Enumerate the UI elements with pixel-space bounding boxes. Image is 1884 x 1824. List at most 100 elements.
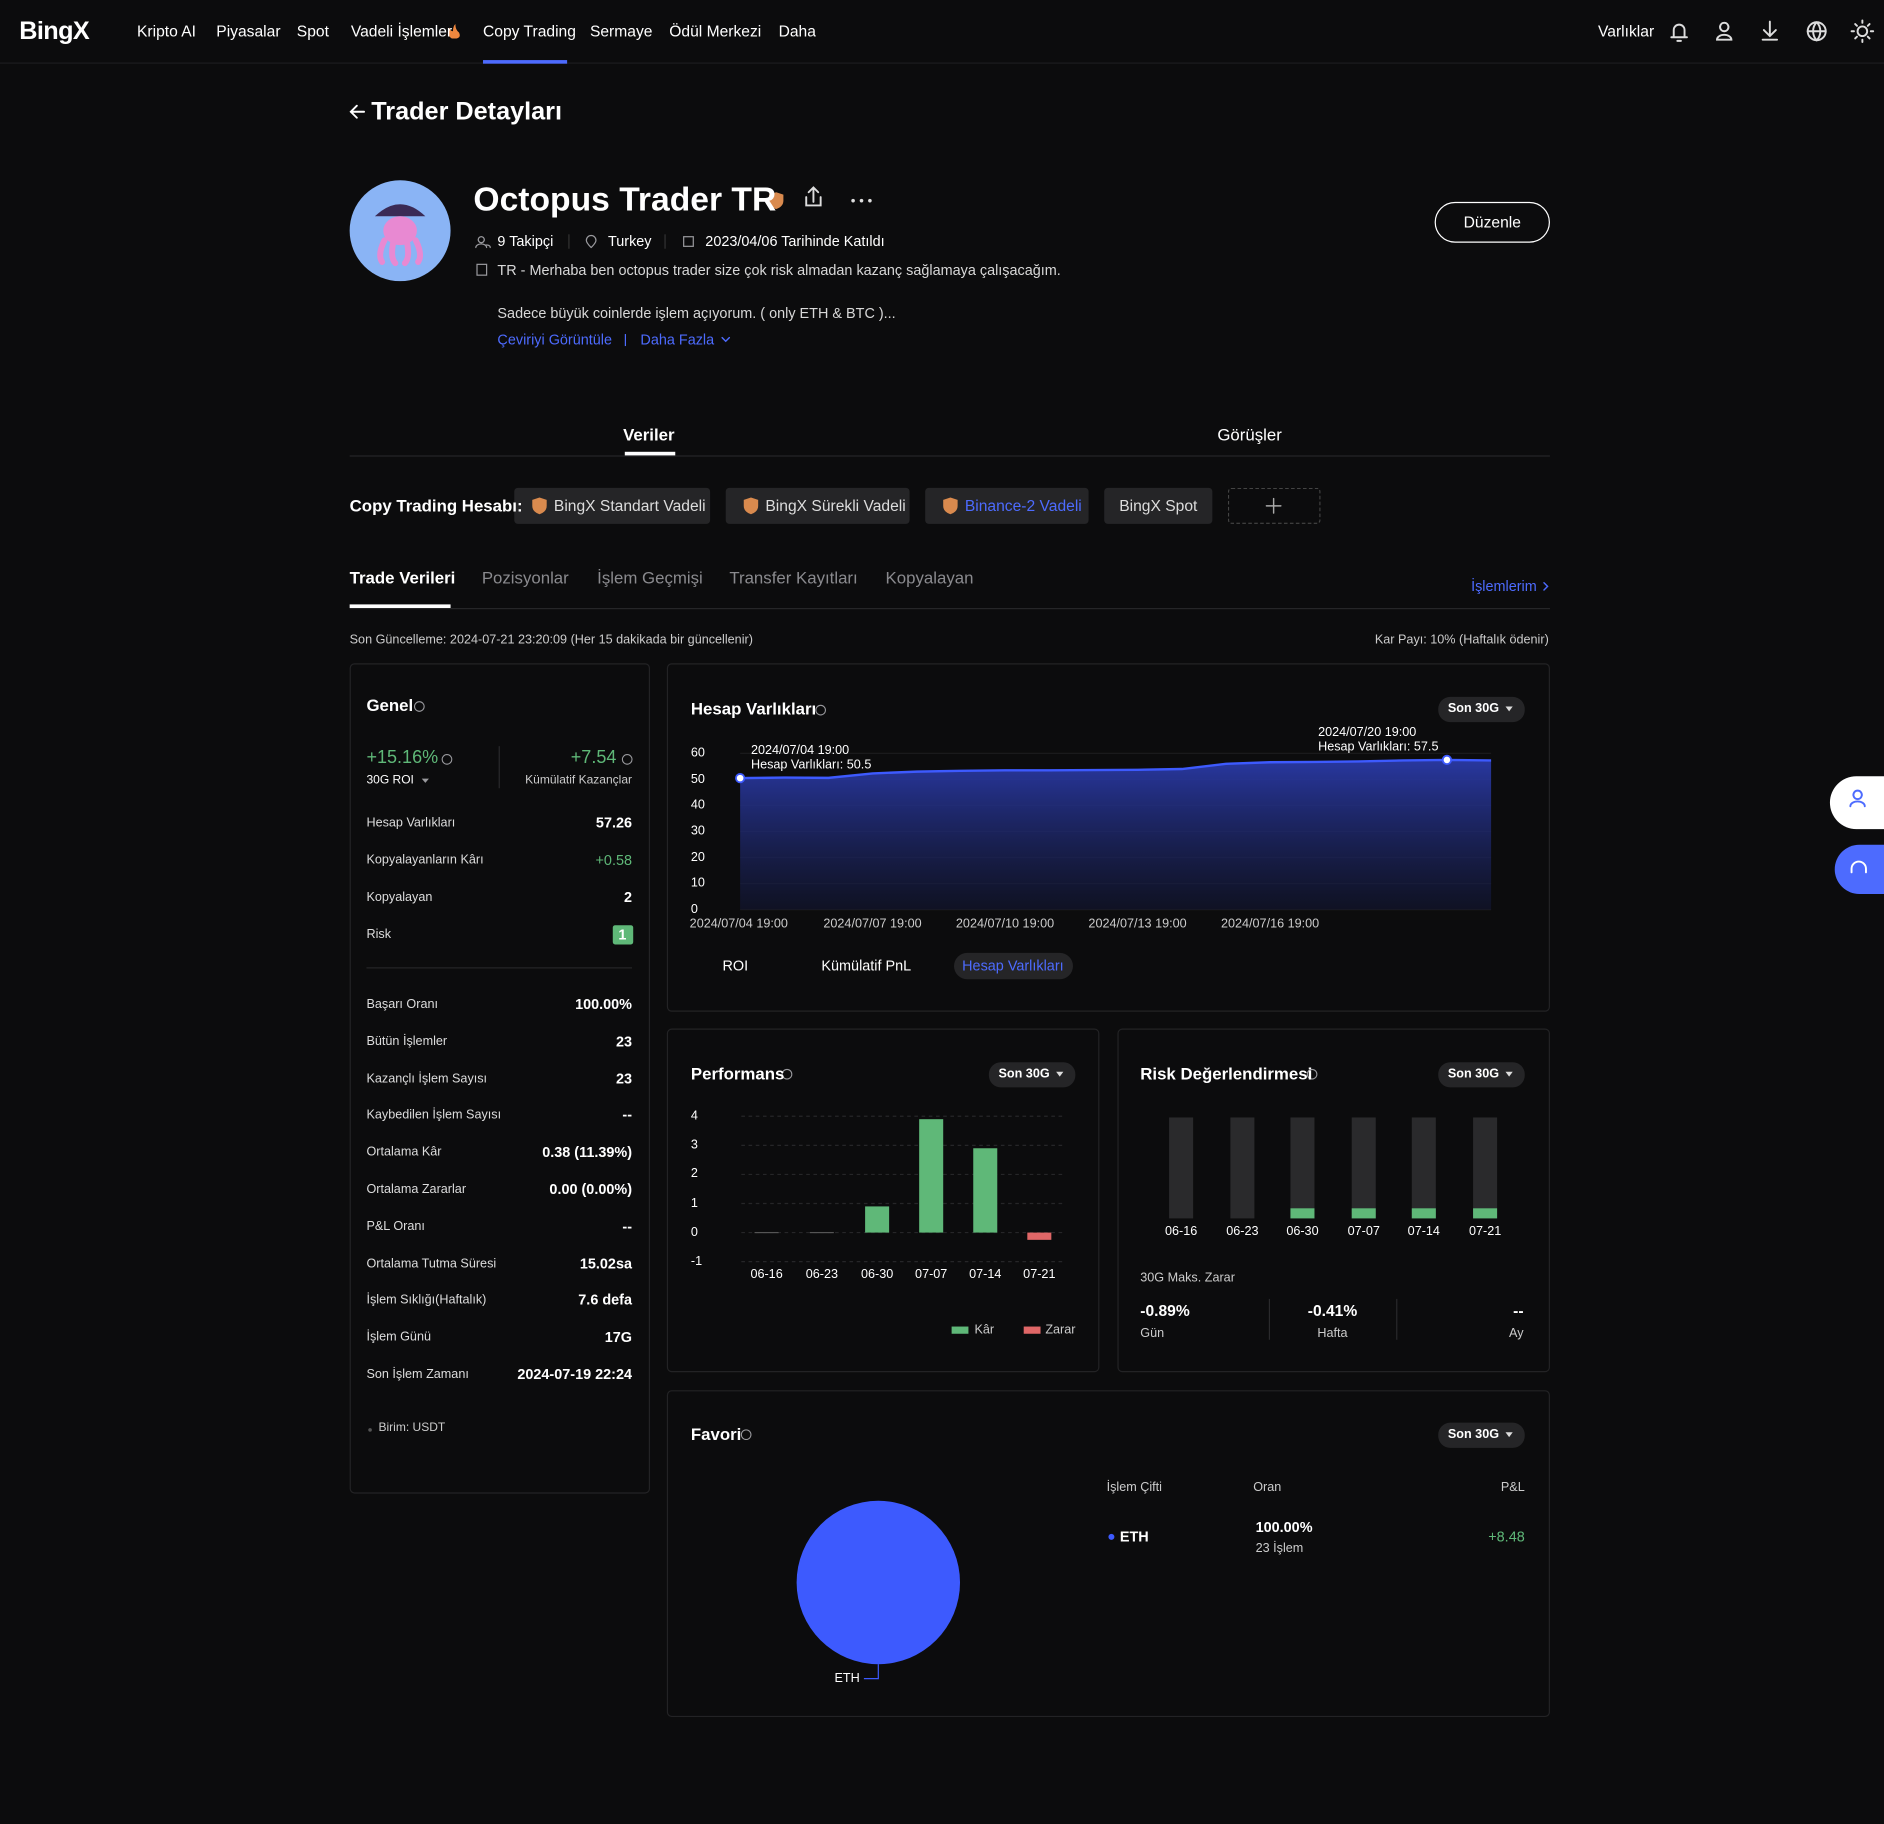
nav-item[interactable]: Copy Trading <box>483 21 576 40</box>
edit-label[interactable]: Düzenle <box>1463 212 1521 231</box>
stat-label: İşlem Günü <box>366 1330 431 1345</box>
y-tick-label: 0 <box>690 1225 698 1240</box>
period-label[interactable]: Son 30G <box>998 1066 1050 1082</box>
bar-track <box>1473 1117 1498 1219</box>
sub-tab[interactable]: Pozisyonlar <box>481 567 569 588</box>
sub-tab[interactable]: Transfer Kayıtları <box>729 567 858 588</box>
globe-lines <box>1806 21 1827 42</box>
bar <box>973 1148 998 1233</box>
stat-value: 7.6 defa <box>578 1291 633 1309</box>
main-tab[interactable]: Veriler <box>623 424 675 445</box>
followers-icon <box>475 236 491 249</box>
table-header: P&L <box>1500 1479 1525 1495</box>
panel <box>666 1390 1550 1718</box>
leader-line <box>863 1664 879 1680</box>
stat-value: 23 <box>615 1069 633 1087</box>
x-tick-label: 07-07 <box>915 1267 948 1282</box>
account-name[interactable]: Binance-2 Vadeli <box>964 496 1082 515</box>
bar <box>1473 1208 1498 1219</box>
toggle-active[interactable] <box>954 952 1073 980</box>
pair-pnl: +8.48 <box>1488 1528 1525 1545</box>
chart-toggle[interactable]: ROI <box>722 957 749 975</box>
x-tick-label: 2024/07/04 19:00 <box>689 916 788 931</box>
info-icon <box>413 701 425 712</box>
legend-label: Kâr <box>974 1322 995 1338</box>
divider <box>568 234 570 249</box>
bar <box>865 1206 890 1233</box>
stat-value: -- <box>622 1106 633 1124</box>
bar <box>1351 1208 1376 1219</box>
stat-value: -- <box>622 1217 633 1235</box>
max-loss-period: Hafta <box>1317 1326 1348 1341</box>
account-chip[interactable] <box>1104 487 1213 524</box>
area-fill <box>740 759 1492 910</box>
x-tick-label: 06-23 <box>1226 1224 1259 1239</box>
more-link[interactable]: Daha Fazla <box>640 331 715 349</box>
nav-active-indicator <box>483 60 568 64</box>
main-tab[interactable]: Görüşler <box>1217 424 1282 445</box>
account-name[interactable]: BingX Standart Vadeli <box>553 496 706 515</box>
translate-link[interactable]: Çeviriyi Görüntüle <box>497 331 613 349</box>
nav-assets[interactable]: Varlıklar <box>1598 21 1655 40</box>
account-chip[interactable] <box>514 487 711 524</box>
nav-item[interactable]: Piyasalar <box>216 21 281 40</box>
more-dot <box>868 198 872 203</box>
add-account[interactable] <box>1227 487 1321 524</box>
dropdown-caret <box>1505 1071 1513 1077</box>
theme-rays <box>1850 19 1875 44</box>
stat-label: Ortalama Kâr <box>366 1144 442 1160</box>
annotation-marker <box>735 773 746 784</box>
bar-track <box>1411 1117 1436 1219</box>
nav-item[interactable]: Ödül Merkezi <box>669 21 762 40</box>
stat-value: 23 <box>615 1032 633 1050</box>
nav-item[interactable]: Spot <box>296 21 329 40</box>
max-loss-label: 30G Maks. Zarar <box>1140 1270 1235 1286</box>
y-tick-label: 10 <box>690 875 705 891</box>
float-button[interactable] <box>1829 776 1884 830</box>
bar <box>1411 1208 1436 1219</box>
my-trades-link[interactable]: İşlemlerim <box>1471 577 1537 595</box>
y-tick-label: -1 <box>690 1254 703 1269</box>
bell-icon <box>1670 23 1688 42</box>
chart-title: Risk Değerlendirmesi <box>1140 1064 1313 1084</box>
info-icon <box>1306 1068 1318 1080</box>
bio-line: Sadece büyük coinlerde işlem açıyorum. (… <box>497 304 896 322</box>
divider <box>1396 1298 1398 1340</box>
support-icon <box>1850 860 1867 874</box>
nav-item[interactable]: Vadeli İşlemler <box>350 21 453 40</box>
chart-toggle[interactable]: Kümülatif PnL <box>821 957 912 975</box>
stat-label: Ortalama Tutma Süresi <box>366 1256 497 1271</box>
stat-value: 1 <box>618 926 627 944</box>
account-name[interactable]: BingX Spot <box>1119 496 1198 515</box>
period-label[interactable]: Son 30G <box>1447 701 1500 716</box>
info-icon <box>781 1068 793 1080</box>
bio-icon <box>476 263 488 276</box>
divider <box>1268 1298 1271 1340</box>
nav-item[interactable]: Kripto AI <box>136 21 197 40</box>
panel-title: Genel <box>366 695 414 715</box>
sub-tab[interactable]: Trade Verileri <box>349 567 456 588</box>
roi-label: 30G ROI <box>366 773 414 788</box>
x-tick-label: 07-21 <box>1468 1224 1502 1239</box>
chart-toggle[interactable]: Hesap Varlıkları <box>962 957 1064 975</box>
logo[interactable]: BingX <box>19 17 90 45</box>
profit-share: Kar Payı: 10% (Haftalık ödenir) <box>1374 632 1549 648</box>
divider <box>624 334 626 347</box>
edit-button[interactable] <box>1434 201 1550 243</box>
chart-title: Performans <box>690 1064 785 1084</box>
annotation-label: Hesap Varlıkları: 57.5 <box>1318 739 1439 755</box>
panel <box>1117 1028 1550 1373</box>
nav-item[interactable]: Sermaye <box>589 21 653 40</box>
x-tick-label: 06-30 <box>860 1267 894 1282</box>
sub-tab[interactable]: İşlem Geçmişi <box>597 567 703 588</box>
chip-badge <box>943 497 958 515</box>
period-label[interactable]: Son 30G <box>1447 1066 1500 1082</box>
panel <box>666 1028 1100 1373</box>
sub-tab[interactable]: Kopyalayan <box>885 567 974 588</box>
support-button[interactable] <box>1834 844 1884 894</box>
legend-swatch <box>951 1326 969 1334</box>
nav-item[interactable]: Daha <box>778 21 816 40</box>
account-name[interactable]: BingX Sürekli Vadeli <box>765 496 906 515</box>
period-label[interactable]: Son 30G <box>1447 1427 1500 1442</box>
stat-label: İşlem Sıklığı(Haftalık) <box>366 1293 487 1308</box>
